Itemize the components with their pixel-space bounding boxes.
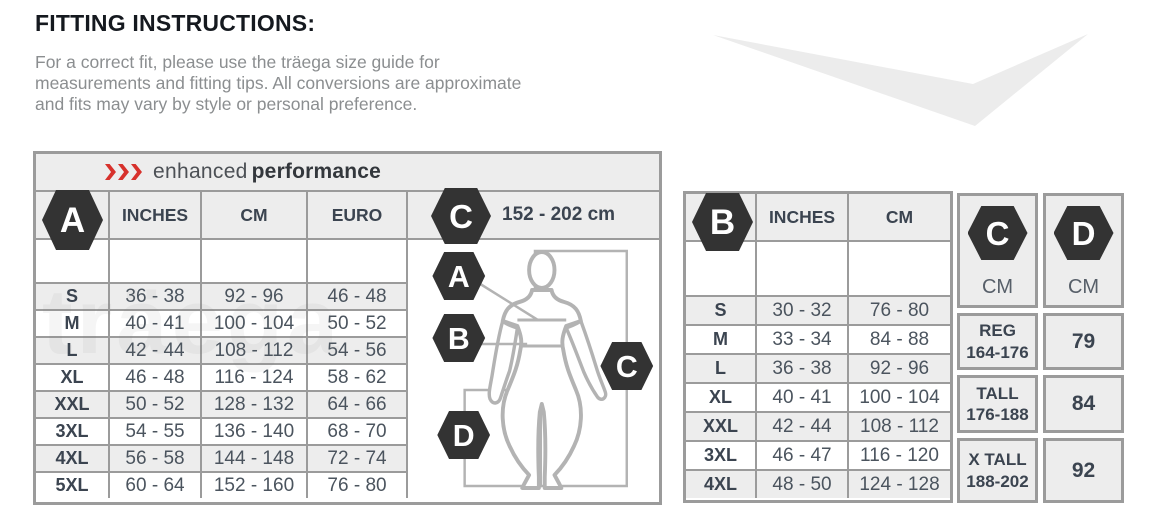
diagram-marker-d-letter: D (453, 419, 475, 453)
height-unit-label: CM (981, 276, 1014, 298)
table-row: XXL 50 - 52 128 - 132 64 - 66 (36, 390, 406, 417)
table-row: L 42 - 44 108 - 112 54 - 56 (36, 336, 406, 363)
diagram-marker-a-letter: A (448, 260, 470, 294)
size-table-waist: B INCHES CM S 30 - 32 76 - 80 M 33 - 34 … (683, 191, 953, 503)
spacer-row (36, 240, 406, 282)
table-row: 3XL 46 - 47 116 - 120 (686, 440, 950, 469)
brand-band: enhanced performance (36, 154, 659, 192)
intro-text: For a correct fit, please use the träega… (35, 52, 522, 114)
marker-d-letter: D (1071, 214, 1096, 252)
table-row: XXL 42 - 44 108 - 112 (686, 411, 950, 440)
size-rows: S 36 - 38 92 - 96 46 - 48 M 40 - 41 100 … (36, 240, 406, 498)
height-column-header: C CM (957, 193, 1038, 308)
marker-c-letter: C (985, 214, 1010, 252)
diagram-marker-b-icon: B (432, 314, 486, 362)
figure-head (527, 250, 557, 290)
table-row: 4XL 56 - 58 144 - 148 72 - 74 (36, 444, 406, 471)
diagram-marker-d-icon: D (437, 411, 491, 459)
body-diagram: A B C D (406, 240, 659, 498)
marker-a-header-cell: A (36, 190, 108, 250)
marker-a-leader-line (479, 282, 539, 322)
page-title: FITTING INSTRUCTIONS: (35, 10, 316, 36)
figure-left-arm (487, 319, 520, 405)
table-row: L 36 - 38 92 - 96 (686, 353, 950, 382)
column-header-cm: CM (200, 192, 306, 238)
figure-right-arm (564, 319, 608, 401)
spacer-row (686, 242, 950, 295)
inseam-unit-label: CM (1067, 276, 1100, 298)
column-header-inches: INCHES (108, 192, 200, 238)
marker-b-letter: B (709, 202, 736, 242)
height-option-tall: TALL 176-188 (957, 375, 1038, 433)
table-row: M 40 - 41 100 - 104 50 - 52 (36, 309, 406, 336)
table-row: 4XL 48 - 50 124 - 128 (686, 469, 950, 498)
brand-swoosh-icon (713, 34, 1088, 126)
diagram-marker-c-letter: C (616, 350, 638, 384)
diagram-marker-a-icon: A (432, 252, 486, 300)
marker-c-letter: C (449, 197, 473, 235)
marker-a-hexagon-icon: A (42, 190, 103, 250)
brand-suffix: performance (251, 160, 382, 183)
height-option-xtall: X TALL 188-202 (957, 438, 1038, 503)
inseam-value-tall: 84 (1043, 375, 1124, 433)
size-table-main: enhanced performance A INCHES CM EURO C … (33, 151, 662, 505)
figure-bust-waist-lines (517, 318, 567, 348)
height-option-reg: REG 164-176 (957, 313, 1038, 370)
height-header-cell: C 152 - 202 cm (406, 188, 659, 244)
marker-c-hexagon-icon: C (967, 206, 1028, 260)
triple-chevron-icon (105, 164, 144, 180)
marker-b-hexagon-icon: B (692, 193, 753, 251)
table-row: S 36 - 38 92 - 96 46 - 48 (36, 282, 406, 309)
column-header-cm: CM (847, 194, 950, 240)
table-header-row: A INCHES CM EURO C 152 - 202 cm (36, 188, 659, 250)
body-diagram-drawing: A B C D (432, 249, 654, 490)
table-row: XL 46 - 48 116 - 124 58 - 62 (36, 363, 406, 390)
marker-c-hexagon-icon: C (431, 188, 491, 244)
table-header-row: B INCHES CM (686, 193, 950, 251)
table-row: M 33 - 34 84 - 88 (686, 324, 950, 353)
inseam-value-reg: 79 (1043, 313, 1124, 370)
table-row: 5XL 60 - 64 152 - 160 76 - 80 (36, 471, 406, 498)
marker-a-letter: A (59, 200, 86, 240)
inseam-column-header: D CM (1043, 193, 1124, 308)
brand-prefix: enhanced (153, 160, 248, 183)
column-header-euro: EURO (306, 192, 406, 238)
inseam-value-xtall: 92 (1043, 438, 1124, 503)
table-row: S 30 - 32 76 - 80 (686, 295, 950, 324)
table-row: 3XL 54 - 55 136 - 140 68 - 70 (36, 417, 406, 444)
marker-b-header-cell: B (686, 193, 755, 251)
figure-body (500, 288, 583, 490)
table-row: XL 40 - 41 100 - 104 (686, 382, 950, 411)
column-header-inches: INCHES (755, 194, 847, 240)
diagram-marker-c-icon: C (600, 342, 654, 390)
height-range-label: 152 - 202 cm (502, 204, 616, 225)
table-body: S 36 - 38 92 - 96 46 - 48 M 40 - 41 100 … (36, 240, 659, 498)
diagram-marker-b-letter: B (448, 322, 470, 356)
marker-d-hexagon-icon: D (1053, 206, 1114, 260)
